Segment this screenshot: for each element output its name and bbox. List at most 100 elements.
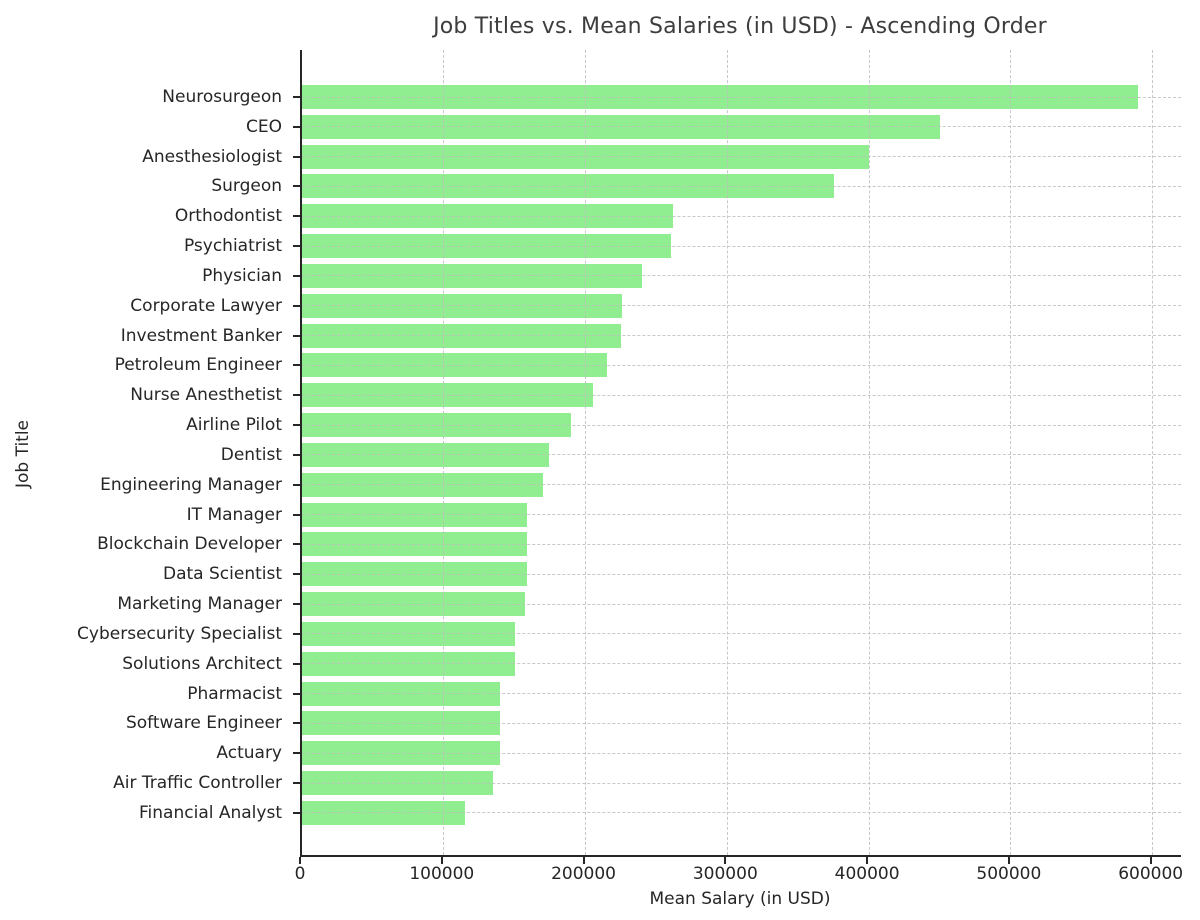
y-tick-label: Actuary — [216, 743, 282, 764]
y-tick-label: Engineering Manager — [100, 474, 282, 495]
horizontal-gridline — [302, 573, 1181, 575]
y-tick-label: Dentist — [220, 444, 282, 465]
y-tick-label: Neurosurgeon — [162, 87, 282, 107]
horizontal-gridline — [302, 156, 1181, 158]
y-tick-mark — [293, 394, 300, 397]
y-tick-label: Solutions Architect — [122, 653, 282, 674]
horizontal-gridline — [302, 722, 1181, 724]
y-tick-mark — [293, 364, 300, 367]
y-tick-label: Air Traffic Controller — [113, 773, 282, 794]
y-tick-mark — [293, 334, 300, 337]
y-axis-tick-labels: Neurosurgeon CEO Anesthesiologist Surgeon Or… — [0, 50, 290, 855]
vertical-gridline — [1010, 50, 1012, 855]
y-tick-label: Orthodontist — [174, 206, 282, 227]
y-tick-mark — [293, 662, 300, 665]
y-tick-mark — [293, 274, 300, 277]
horizontal-gridline — [302, 603, 1181, 605]
x-tick-mark — [299, 857, 301, 864]
x-tick-mark — [724, 857, 727, 864]
y-tick-mark — [293, 632, 300, 635]
horizontal-gridline — [302, 275, 1181, 277]
y-tick-mark — [293, 96, 300, 98]
y-tick-label: Corporate Lawyer — [130, 295, 282, 316]
horizontal-gridline — [302, 305, 1181, 307]
y-tick-mark — [293, 513, 300, 516]
horizontal-gridline — [302, 185, 1181, 187]
horizontal-gridline — [302, 514, 1181, 516]
vertical-gridline — [443, 50, 445, 855]
x-tick-label: 500000 — [976, 864, 1042, 884]
horizontal-gridline — [302, 454, 1181, 456]
y-tick-mark — [293, 811, 300, 814]
x-tick-mark — [1007, 857, 1010, 864]
y-tick-mark — [293, 573, 300, 576]
y-tick-mark — [293, 304, 300, 307]
horizontal-gridline — [302, 633, 1181, 635]
y-tick-label: Nurse Anesthetist — [130, 385, 282, 406]
chart-title: Job Titles vs. Mean Salaries (in USD) - … — [433, 14, 1047, 39]
y-tick-label: Airline Pilot — [186, 415, 282, 436]
horizontal-gridline — [302, 126, 1181, 128]
y-tick-mark — [293, 692, 300, 695]
horizontal-gridline — [302, 663, 1181, 665]
y-tick-mark — [293, 155, 300, 158]
horizontal-gridline — [302, 364, 1181, 366]
y-tick-label: Surgeon — [211, 176, 282, 197]
y-tick-label: Data Scientist — [163, 564, 282, 585]
y-axis-label: Job Title — [13, 419, 33, 489]
y-tick-label: Blockchain Developer — [97, 534, 282, 555]
y-tick-label: Software Engineer — [125, 713, 282, 734]
x-tick-label: 300000 — [692, 864, 758, 884]
y-tick-label: Psychiatrist — [183, 236, 282, 257]
horizontal-gridline — [302, 424, 1181, 426]
x-axis-label: Mean Salary (in USD) — [649, 889, 831, 909]
y-tick-mark — [293, 215, 300, 218]
y-tick-mark — [293, 424, 300, 427]
horizontal-gridline — [302, 245, 1181, 247]
y-tick-mark — [293, 185, 300, 188]
y-tick-label: Cybersecurity Specialist — [77, 623, 282, 644]
y-tick-label: Anesthesiologist — [142, 146, 282, 167]
horizontal-gridline — [302, 215, 1181, 217]
y-tick-mark — [293, 453, 300, 456]
horizontal-gridline — [302, 782, 1181, 784]
vertical-gridline — [726, 50, 728, 855]
horizontal-gridline — [302, 394, 1181, 396]
y-tick-label: CEO — [246, 116, 282, 137]
y-tick-mark — [293, 483, 300, 486]
vertical-gridline — [1152, 50, 1154, 855]
y-tick-mark — [293, 752, 300, 755]
y-tick-label: IT Manager — [186, 504, 282, 525]
y-tick-mark — [293, 245, 300, 248]
y-tick-mark — [293, 543, 300, 546]
y-tick-label: Physician — [202, 265, 282, 286]
horizontal-gridline — [302, 484, 1181, 486]
x-tick-label: 200000 — [551, 864, 616, 884]
x-tick-label: 400000 — [834, 864, 900, 884]
horizontal-gridline — [302, 335, 1181, 337]
y-tick-label: Investment Banker — [120, 325, 282, 346]
y-tick-label: Pharmacist — [187, 683, 282, 704]
y-tick-label: Financial Analyst — [139, 802, 282, 823]
plot-area — [300, 50, 1181, 857]
x-tick-mark — [866, 857, 869, 864]
x-tick-label: 600000 — [1118, 864, 1184, 884]
y-tick-mark — [293, 722, 300, 725]
x-tick-label: 100000 — [409, 864, 475, 884]
horizontal-gridline — [302, 543, 1181, 545]
horizontal-gridline — [302, 693, 1181, 695]
y-tick-mark — [293, 125, 300, 128]
horizontal-gridline — [302, 96, 1181, 98]
vertical-gridline — [868, 50, 870, 855]
x-tick-mark — [440, 857, 443, 864]
x-tick-mark — [1149, 857, 1152, 864]
y-tick-label: Marketing Manager — [117, 594, 282, 615]
horizontal-gridline — [302, 752, 1181, 754]
vertical-gridline — [585, 50, 587, 855]
y-tick-mark — [293, 782, 300, 785]
x-tick-label: 0 — [294, 864, 306, 884]
x-tick-mark — [582, 857, 585, 864]
y-tick-mark — [293, 603, 300, 606]
y-tick-label: Petroleum Engineer — [114, 355, 282, 376]
